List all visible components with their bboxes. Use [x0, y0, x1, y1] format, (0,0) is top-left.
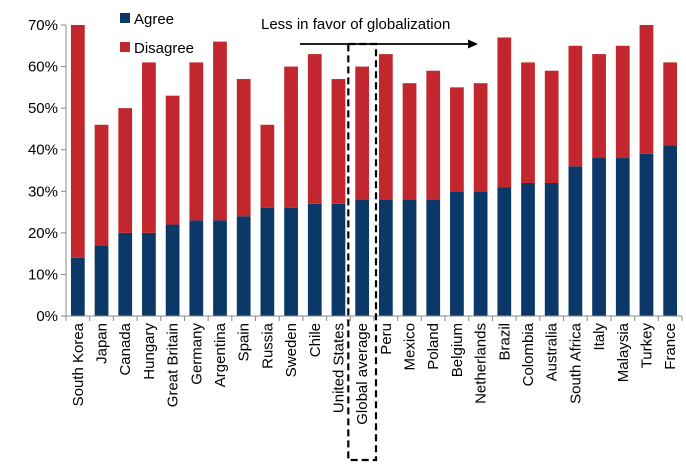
- x-tick-label: Poland: [425, 323, 442, 370]
- bar-agree: [260, 207, 275, 316]
- x-tick-label: Germany: [188, 323, 205, 385]
- x-tick-label: Sweden: [283, 323, 300, 377]
- x-tick-label: South Korea: [70, 322, 87, 406]
- x-axis: South Korea Japan Canada Hungary Great Brita…: [65, 315, 683, 425]
- legend-label-agree: Agree: [134, 11, 174, 28]
- legend: Agree Disagree: [120, 11, 194, 57]
- y-axis: 0% 10% 20% 30% 40% 50% 60% 70%: [28, 17, 67, 325]
- bar-disagree: [307, 54, 322, 204]
- bar-agree: [402, 199, 417, 316]
- bar-agree: [450, 191, 464, 316]
- bar-disagree: [544, 70, 559, 183]
- bar-agree: [284, 207, 298, 316]
- bar-agree: [213, 220, 227, 316]
- bar-agree: [70, 257, 85, 316]
- x-tick-label: Italy: [591, 323, 608, 351]
- bar-disagree: [426, 70, 441, 200]
- bar-disagree: [165, 95, 180, 225]
- bar-agree: [118, 232, 133, 316]
- x-tick-label: Hungary: [141, 323, 158, 380]
- bar-agree: [544, 182, 559, 316]
- bar-disagree: [402, 83, 417, 200]
- bar-agree: [331, 203, 346, 316]
- bar-agree: [615, 158, 630, 316]
- bar-disagree: [142, 62, 156, 233]
- legend-label-disagree: Disagree: [134, 40, 194, 57]
- bar-disagree: [497, 37, 512, 188]
- annotation: Less in favor of globalization: [261, 16, 478, 49]
- x-tick-label: United States: [330, 323, 347, 413]
- y-tick-label: 20%: [28, 225, 58, 242]
- bar-disagree: [521, 62, 535, 183]
- y-tick-label: 0%: [36, 308, 58, 325]
- y-tick-label: 30%: [28, 183, 58, 200]
- x-tick-label: Colombia: [520, 322, 537, 386]
- bars: [70, 25, 678, 316]
- x-tick-label: France: [662, 323, 679, 370]
- bar-disagree: [639, 25, 654, 154]
- bar-disagree: [118, 108, 133, 233]
- bar-disagree: [284, 66, 298, 208]
- bar-disagree: [473, 83, 488, 192]
- global-average-highlight-box: [347, 42, 378, 462]
- bar-disagree: [592, 54, 606, 159]
- bar-agree: [639, 153, 654, 316]
- x-tick-label: Netherlands: [473, 323, 490, 404]
- bar-disagree: [450, 87, 464, 192]
- x-tick-label: Brazil: [496, 323, 513, 361]
- bar-disagree: [355, 66, 370, 200]
- bar-agree: [378, 199, 393, 316]
- bar-disagree: [213, 41, 227, 221]
- bar-agree: [307, 203, 322, 316]
- bar-agree: [663, 145, 678, 316]
- bar-agree: [355, 199, 370, 316]
- bar-agree: [142, 232, 156, 316]
- bar-agree: [165, 224, 180, 316]
- bar-disagree: [189, 62, 204, 221]
- x-tick-label: Spain: [236, 323, 253, 361]
- x-tick-label: Australia: [544, 322, 561, 381]
- x-tick-label: Great Britain: [165, 323, 182, 407]
- bar-agree: [497, 187, 512, 316]
- bar-agree: [94, 245, 109, 316]
- bar-disagree: [260, 124, 275, 208]
- x-tick-label: Argentina: [212, 322, 229, 387]
- bar-agree: [473, 191, 488, 316]
- bar-disagree: [94, 124, 109, 246]
- bar-disagree: [615, 45, 630, 159]
- legend-swatch-disagree: [120, 42, 130, 52]
- annotation-text: Less in favor of globalization: [261, 16, 450, 33]
- bar-agree: [189, 220, 204, 316]
- bar-disagree: [70, 25, 85, 258]
- x-tick-label: Peru: [378, 323, 395, 355]
- bar-agree: [236, 216, 251, 316]
- y-tick-label: 10%: [28, 266, 58, 283]
- bar-agree: [521, 182, 535, 316]
- annotation-arrowhead: [468, 39, 478, 49]
- y-tick-label: 50%: [28, 100, 58, 117]
- y-tick-label: 40%: [28, 142, 58, 159]
- y-tick-label: 70%: [28, 17, 58, 34]
- bar-disagree: [236, 79, 251, 217]
- bar-disagree: [663, 62, 678, 146]
- x-tick-label: Mexico: [402, 323, 419, 371]
- bar-agree: [592, 158, 606, 316]
- x-tick-label: Russia: [259, 322, 276, 369]
- legend-swatch-agree: [120, 13, 130, 23]
- bar-disagree: [331, 79, 346, 204]
- bar-agree: [426, 199, 441, 316]
- x-tick-label: Belgium: [449, 323, 466, 377]
- x-tick-label: Global average: [354, 323, 371, 425]
- x-tick-label: Turkey: [638, 323, 655, 369]
- y-tick-label: 60%: [28, 59, 58, 76]
- x-tick-label: Japan: [94, 323, 111, 364]
- x-tick-label: Chile: [307, 323, 324, 357]
- x-tick-label: Canada: [117, 322, 134, 375]
- bar-disagree: [378, 54, 393, 200]
- x-tick-label: South Africa: [567, 322, 584, 404]
- bar-agree: [568, 166, 583, 316]
- x-tick-label: Malaysia: [615, 322, 632, 382]
- bar-disagree: [568, 45, 583, 167]
